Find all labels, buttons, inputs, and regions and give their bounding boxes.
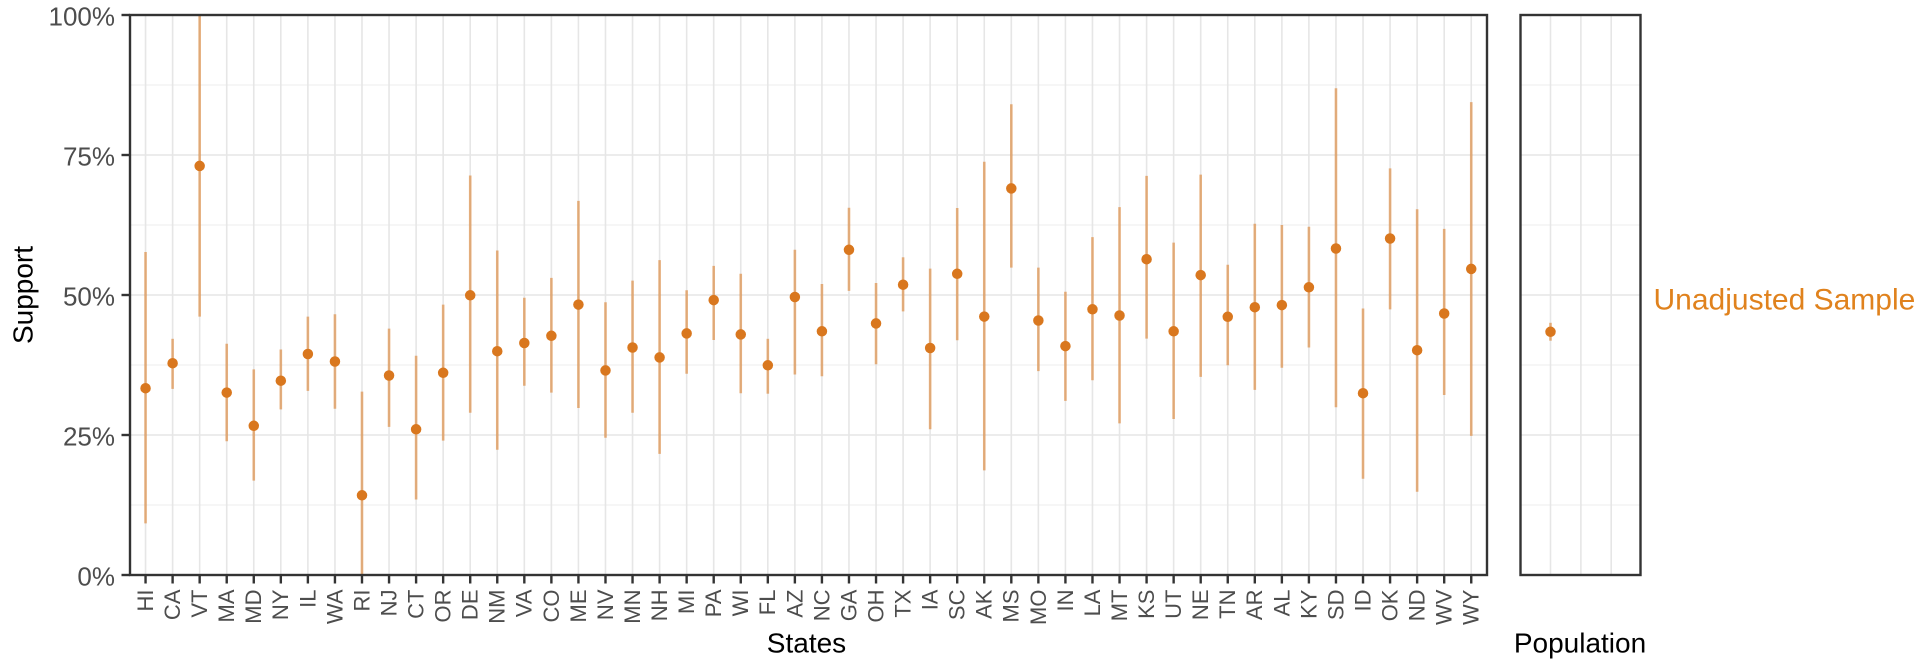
svg-text:PA: PA [701, 589, 726, 617]
svg-text:KS: KS [1134, 590, 1159, 619]
svg-text:NY: NY [268, 589, 293, 620]
svg-text:IL: IL [295, 590, 320, 608]
svg-text:GA: GA [836, 589, 861, 621]
svg-text:KY: KY [1296, 589, 1321, 619]
svg-text:MI: MI [674, 590, 699, 614]
svg-text:25%: 25% [63, 422, 115, 452]
svg-text:75%: 75% [63, 142, 115, 172]
svg-text:RI: RI [349, 590, 374, 612]
svg-text:0%: 0% [77, 562, 115, 592]
svg-text:MD: MD [241, 590, 266, 624]
svg-text:NH: NH [647, 590, 672, 622]
svg-text:TN: TN [1215, 590, 1240, 619]
svg-text:CO: CO [539, 590, 564, 623]
svg-text:UT: UT [1161, 590, 1186, 619]
svg-text:CA: CA [160, 589, 185, 620]
svg-text:States: States [767, 628, 846, 659]
svg-text:MO: MO [1026, 590, 1051, 625]
svg-text:DE: DE [458, 590, 483, 621]
svg-text:AK: AK [972, 589, 997, 619]
svg-text:Unadjusted Sample: Unadjusted Sample [1654, 284, 1916, 317]
svg-text:ND: ND [1405, 590, 1430, 622]
svg-text:SC: SC [945, 589, 970, 620]
svg-text:ID: ID [1350, 590, 1375, 612]
svg-text:LA: LA [1080, 589, 1105, 616]
svg-text:OR: OR [431, 590, 456, 623]
svg-text:WA: WA [322, 589, 347, 624]
svg-text:WV: WV [1432, 589, 1457, 625]
svg-text:MN: MN [620, 590, 645, 624]
svg-text:NE: NE [1188, 590, 1213, 621]
svg-text:MT: MT [1107, 590, 1132, 622]
svg-text:FL: FL [755, 590, 780, 616]
svg-text:WI: WI [728, 590, 753, 617]
svg-text:CT: CT [404, 590, 429, 619]
svg-text:IA: IA [918, 589, 943, 610]
svg-text:HI: HI [133, 590, 158, 612]
svg-text:SD: SD [1323, 590, 1348, 621]
svg-text:NV: NV [593, 589, 618, 620]
svg-text:IN: IN [1053, 590, 1078, 612]
svg-text:ME: ME [566, 590, 591, 623]
svg-text:Support: Support [8, 246, 39, 344]
svg-text:NM: NM [485, 590, 510, 624]
svg-text:NC: NC [809, 589, 834, 621]
svg-text:VT: VT [187, 590, 212, 618]
svg-text:MA: MA [214, 589, 239, 622]
svg-text:Population: Population [1514, 628, 1646, 659]
svg-text:VA: VA [512, 589, 537, 617]
svg-text:NJ: NJ [376, 590, 401, 617]
svg-text:OH: OH [863, 590, 888, 623]
svg-text:OK: OK [1377, 589, 1402, 621]
svg-text:MS: MS [999, 589, 1024, 622]
svg-text:AR: AR [1242, 590, 1267, 621]
svg-text:AL: AL [1269, 590, 1294, 617]
svg-text:TX: TX [890, 589, 915, 617]
svg-text:AZ: AZ [782, 590, 807, 618]
svg-text:50%: 50% [63, 282, 115, 312]
svg-text:WY: WY [1459, 589, 1484, 625]
svg-text:100%: 100% [49, 2, 116, 32]
